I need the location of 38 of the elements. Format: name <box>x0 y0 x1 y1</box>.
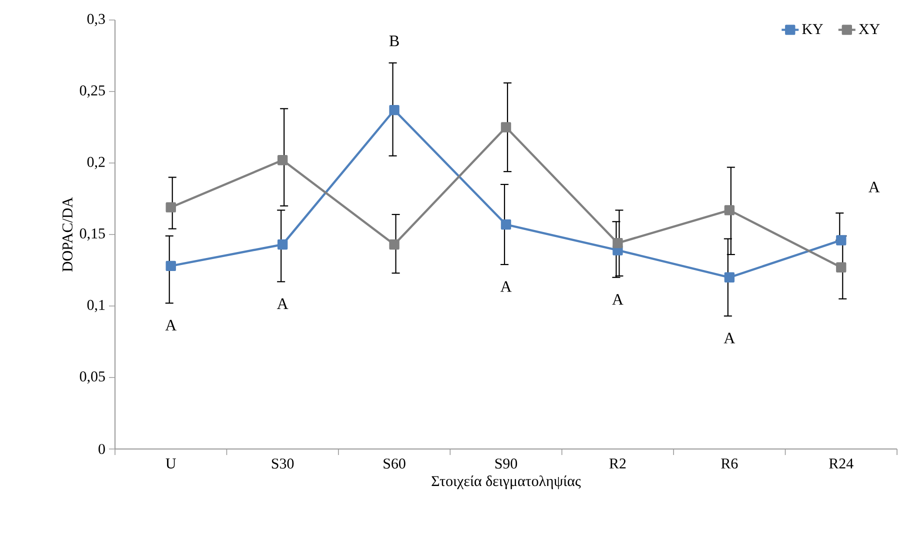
x-axis-title: Στοιχεία δειγματοληψίας <box>432 475 581 490</box>
point <box>389 239 400 250</box>
point <box>500 122 512 132</box>
point <box>724 272 735 282</box>
point <box>836 235 846 246</box>
y-axis-title: DOPAC/DA <box>62 197 72 272</box>
y-tick-label: 0,1 <box>87 300 105 312</box>
annotation: A <box>165 320 176 330</box>
y-tick-label: 0 <box>98 444 105 454</box>
y-tick-label: 0,2 <box>87 156 105 170</box>
y-tick-label: 0,25 <box>80 85 105 98</box>
x-tick-label: S60 <box>384 458 406 469</box>
point <box>724 205 735 216</box>
y-tick-label: 0,3 <box>87 14 105 26</box>
x-tick-label: R2 <box>609 458 626 468</box>
x-tick-label: R6 <box>721 458 738 469</box>
point <box>277 239 288 250</box>
x-tick-label: U <box>166 458 176 468</box>
annotation: A <box>724 332 736 344</box>
point <box>612 238 623 248</box>
annotation: B <box>389 36 399 46</box>
x-tick-label: S90 <box>495 458 518 469</box>
annotation: A <box>276 298 288 309</box>
point <box>166 260 176 272</box>
annotation: A <box>868 182 880 192</box>
point <box>389 104 400 116</box>
x-tick-label: S30 <box>272 458 294 469</box>
annotation: A <box>612 294 624 305</box>
x-tick-label: R24 <box>829 458 854 468</box>
y-tick-label: 0,15 <box>80 228 105 241</box>
y-tick-label: 0,05 <box>80 371 105 384</box>
annotation: A <box>500 281 512 292</box>
point <box>836 262 846 272</box>
legend-label: KY <box>802 24 823 34</box>
point <box>166 202 176 212</box>
point <box>277 155 288 166</box>
legend-label: XY <box>858 24 880 34</box>
point <box>500 219 512 230</box>
